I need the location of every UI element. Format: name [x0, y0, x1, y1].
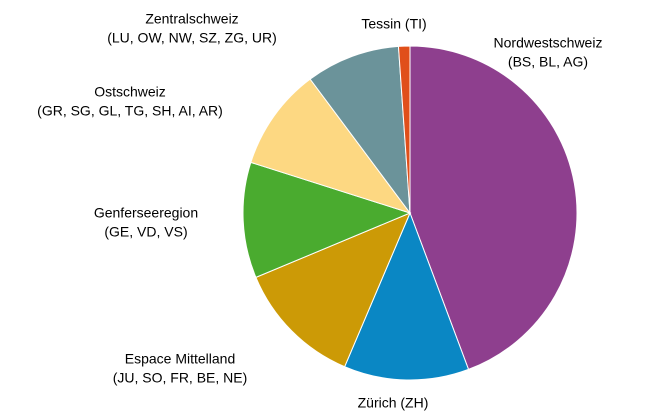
slice-label: Genferseeregion [94, 205, 198, 221]
slice-label: (GE, VD, VS) [104, 224, 187, 240]
slice-label: Ostschweiz [94, 84, 166, 100]
pie-slice [397, 45, 411, 214]
pie-slice [250, 78, 412, 214]
slice-label: Zürich (ZH) [358, 395, 429, 411]
slice-label: (LU, OW, NW, SZ, ZG, UR) [107, 30, 277, 46]
slice-label: Espace Mittelland [125, 351, 236, 367]
pie-slice [343, 211, 470, 381]
pie-slice [309, 45, 411, 215]
slice-label: Nordwestschweiz [494, 35, 603, 51]
pie-slice [242, 161, 412, 279]
slice-label: (JU, SO, FR, BE, NE) [113, 370, 248, 386]
pie-slice [255, 212, 411, 368]
slice-label: (BS, BL, AG) [508, 54, 588, 70]
slice-label: Zentralschweiz [145, 11, 238, 27]
pie-slice [409, 45, 578, 371]
slice-label: Tessin (TI) [361, 16, 426, 32]
slice-label: (GR, SG, GL, TG, SH, AI, AR) [37, 103, 223, 119]
